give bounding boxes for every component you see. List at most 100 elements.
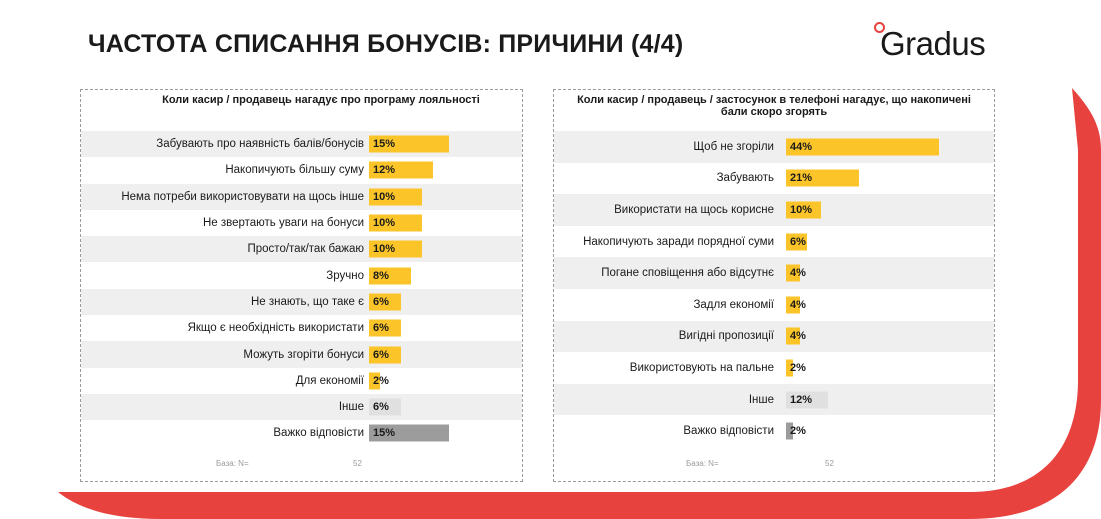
value-label: 6% — [373, 322, 389, 335]
category-label: Інше — [748, 393, 774, 406]
category-label: Вигідні пропозиції — [678, 330, 774, 343]
value-label: 15% — [373, 427, 396, 440]
bar — [786, 327, 800, 345]
bar — [369, 319, 401, 337]
bar — [786, 169, 860, 187]
value-label: 8% — [373, 269, 389, 282]
value-label: 6% — [373, 348, 389, 361]
value-label: 4% — [790, 298, 806, 311]
bar — [786, 264, 800, 282]
logo-text: Gradus — [880, 25, 986, 62]
gradus-logo: Gradus — [872, 18, 1012, 66]
category-label: Не звертають уваги на бонуси — [202, 217, 364, 230]
category-label: Забувають про наявність балів/бонусів — [156, 138, 364, 151]
value-label: 12% — [790, 393, 813, 406]
bar — [786, 138, 940, 156]
bar — [369, 372, 380, 390]
value-label: 6% — [790, 235, 806, 248]
bar — [786, 359, 793, 377]
category-label: Важко відповісти — [683, 425, 774, 438]
category-label: Накопичують заради порядної суми — [583, 235, 774, 248]
chart-row: Задля економії 4% — [554, 289, 994, 321]
bar — [369, 424, 449, 442]
chart-row: Використовують на пальне 2% — [554, 352, 994, 384]
bar — [369, 398, 401, 416]
chart-title-right: Коли касир / продавець / застосунок в те… — [577, 94, 971, 118]
chart-row: Погане сповіщення або відсутнє 4% — [554, 257, 994, 289]
chart-row: Накопичують заради порядної суми 6% — [554, 226, 994, 258]
category-label: Погане сповіщення або відсутнє — [601, 267, 774, 280]
value-label: 10% — [373, 217, 396, 230]
value-label: 4% — [790, 330, 806, 343]
bar — [369, 346, 401, 364]
chart-panel-right: Коли касир / продавець / застосунок в те… — [553, 89, 995, 482]
category-label: Нема потреби використовувати на щось інш… — [121, 190, 364, 203]
category-label: Задля економії — [693, 298, 774, 311]
chart-title-left: Коли касир / продавець нагадує про прогр… — [162, 94, 480, 106]
bar — [786, 233, 807, 251]
category-label: Зручно — [326, 269, 364, 282]
category-label: Важко відповісти — [273, 427, 364, 440]
category-label: Для економії — [295, 374, 364, 387]
category-label: Використати на щось корисне — [614, 203, 774, 216]
chart-row: Для економії 2% — [81, 368, 522, 394]
value-label: 21% — [790, 172, 813, 185]
category-label: Забувають — [716, 172, 774, 185]
value-label: 44% — [790, 140, 813, 153]
chart-row: Інше 12% — [554, 383, 994, 416]
bar — [369, 240, 422, 258]
logo-dot-icon — [874, 22, 885, 33]
chart-rows-right: Щоб не згоріли 44% Забувають 21% Використати… — [554, 131, 994, 447]
chart-row: Інше 6% — [81, 393, 522, 421]
bar — [369, 161, 433, 179]
bar — [786, 422, 793, 440]
bar — [786, 201, 821, 219]
bar — [369, 293, 401, 311]
value-label: 2% — [373, 374, 389, 387]
chart-row: Важко відповісти 15% — [81, 420, 522, 446]
bar — [369, 267, 412, 285]
category-label: Якщо є необхідність використати — [187, 322, 364, 335]
value-label: 10% — [373, 243, 396, 256]
bar — [786, 296, 800, 314]
chart-row: Важко відповісти 2% — [554, 415, 994, 447]
value-label: 6% — [373, 295, 389, 308]
chart-row: Щоб не згоріли 44% — [554, 131, 994, 163]
category-label: Не знають, що таке є — [250, 295, 364, 308]
value-label: 2% — [790, 361, 806, 374]
bar — [369, 188, 422, 206]
chart-row: Можуть згоріти бонуси 6% — [81, 341, 522, 368]
chart-row: Не звертають уваги на бонуси 10% — [81, 210, 522, 236]
chart-row: Нема потреби використовувати на щось інш… — [81, 183, 522, 210]
value-label: 4% — [790, 267, 806, 280]
value-label: 2% — [790, 425, 806, 438]
base-label: База: N= — [216, 459, 249, 468]
chart-row: Зручно 8% — [81, 262, 522, 288]
category-label: Щоб не згоріли — [693, 140, 774, 153]
chart-row: Забувають 21% — [554, 163, 994, 195]
chart-row: Просто/так/так бажаю 10% — [81, 236, 522, 263]
value-label: 10% — [790, 203, 813, 216]
value-label: 6% — [373, 401, 389, 414]
bar — [369, 214, 422, 232]
base-value: 52 — [825, 459, 834, 468]
category-label: Можуть згоріти бонуси — [243, 348, 364, 361]
chart-rows-left: Забувають про наявність балів/бонусів 15%… — [81, 131, 522, 447]
category-label: Інше — [338, 401, 364, 414]
category-label: Просто/так/так бажаю — [247, 243, 365, 256]
chart-row: Накопичують більшу суму 12% — [81, 157, 522, 183]
chart-row: Якщо є необхідність використати 6% — [81, 315, 522, 341]
page-title: ЧАСТОТА СПИСАННЯ БОНУСІВ: ПРИЧИНИ (4/4) — [88, 30, 684, 58]
chart-row: Забувають про наявність балів/бонусів 15% — [81, 131, 522, 158]
chart-row: Використати на щось корисне 10% — [554, 194, 994, 226]
value-label: 10% — [373, 190, 396, 203]
bar — [369, 135, 449, 153]
base-value: 52 — [353, 459, 362, 468]
category-label: Накопичують більшу суму — [225, 164, 364, 177]
chart-row: Не знають, що таке є 6% — [81, 288, 522, 316]
base-label: База: N= — [686, 459, 719, 468]
category-label: Використовують на пальне — [629, 361, 774, 374]
value-label: 12% — [373, 164, 396, 177]
chart-row: Вигідні пропозиції 4% — [554, 320, 994, 353]
value-label: 15% — [373, 138, 396, 151]
